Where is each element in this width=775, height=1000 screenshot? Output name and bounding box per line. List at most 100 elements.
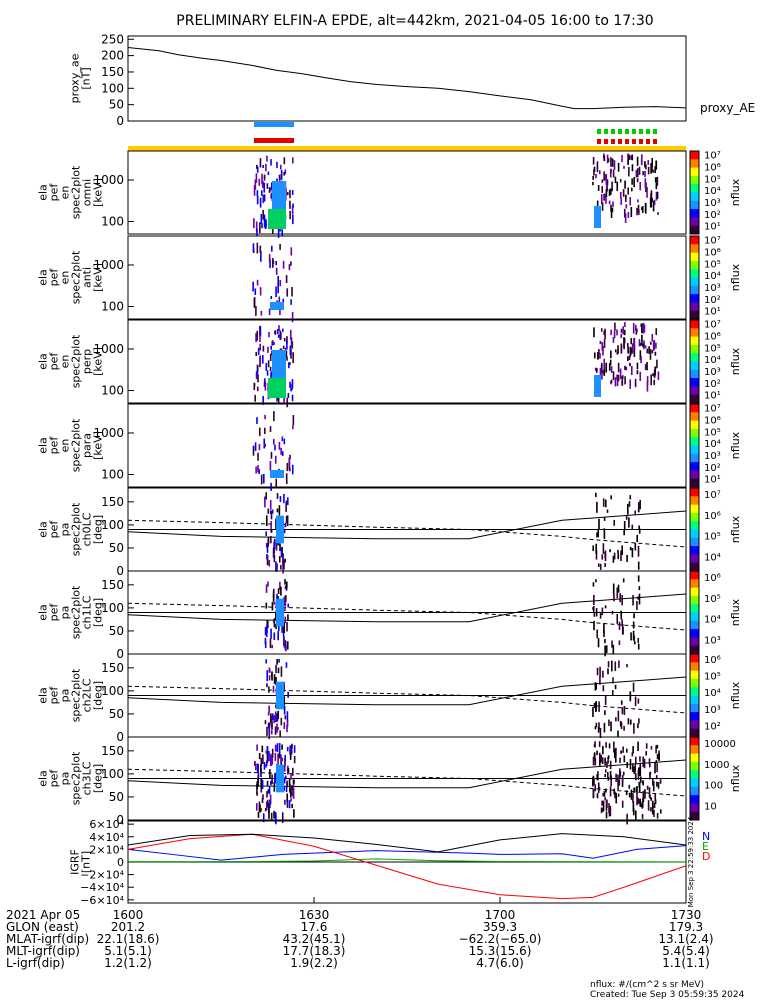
panel-ch2LC-colorbar-band	[690, 654, 699, 663]
panel-para-pixel	[288, 457, 291, 467]
panel-perp-pixel	[283, 338, 286, 342]
panel-ch0LC-pixel	[267, 508, 270, 514]
panel-omni-pixel	[256, 228, 258, 237]
panel-ch3LC-pixel	[270, 780, 272, 786]
panel-ch0LC-pixel	[602, 543, 605, 554]
footer-row-label: L-igrf(dip)	[6, 956, 65, 970]
panel-ch1LC-ylabel-line: ela	[37, 604, 50, 621]
science-zone-red-dot	[625, 139, 629, 144]
panel-omni-pixel	[283, 171, 285, 176]
panel-ch3LC-pixel	[635, 773, 637, 781]
panel-ch2LC-pixel	[623, 705, 626, 715]
panel-para-colorbar-label-text: nflux	[729, 431, 742, 459]
panel-ch2LC-pixel	[633, 723, 635, 734]
panel-omni-pixel	[612, 169, 615, 178]
panel-ch0LC-pixel	[283, 560, 285, 570]
panel-anti-colorbar-band	[690, 260, 699, 270]
panel-ch3LC-pixel	[617, 774, 619, 782]
panel-ch2LC-pixel	[614, 684, 617, 690]
panel-omni-pixel	[259, 222, 261, 233]
panel-omni-pixel	[596, 161, 599, 173]
panel-ch0LC-pixel	[275, 561, 277, 572]
panel-ch3LC-colorbar-label-text: nflux	[729, 764, 742, 792]
panel-ch3LC-pixel	[609, 760, 612, 770]
panel-para-pixel	[269, 460, 272, 472]
panel-ch2LC-pixel	[274, 726, 277, 735]
panel-ch3LC-pixel	[623, 755, 626, 763]
panel-ch2LC-pixel	[272, 685, 275, 693]
panel-perp-pixel	[289, 362, 291, 366]
panel-ch2LC-pixel	[629, 692, 632, 701]
panel-anti-pixel	[277, 283, 279, 294]
panel-ch3LC-pixel	[277, 753, 279, 765]
panel-omni-pixel	[627, 154, 629, 165]
panel-perp-pixel	[610, 366, 613, 373]
panel-omni-pixel	[639, 182, 642, 191]
panel-ch2LC-pixel	[276, 716, 278, 722]
panel-perp-pixel	[638, 339, 641, 347]
panel-omni-pixel	[270, 182, 273, 191]
panel-ch2LC-pixel	[277, 710, 279, 720]
panel-ch1LC-pixel	[285, 645, 287, 652]
panel-ch3LC-pixel	[651, 800, 654, 810]
panel-ch2LC-ylabel-line: spec2plot	[70, 668, 83, 722]
panel-ch2LC-pixel	[275, 664, 277, 674]
panel-ch0LC-pixel	[626, 554, 628, 562]
panel-perp-colorbar-band	[690, 394, 699, 404]
panel-anti-pixel	[290, 299, 292, 305]
panel-omni-colorbar-tick: 10⁴	[704, 186, 721, 197]
panel-ch2LC-colorbar-label: nflux	[729, 681, 742, 709]
panel-ch1LC-pixel	[630, 632, 632, 641]
panel-omni: 1000100elapefenspec2plotomni[keV]10⁷10⁶1…	[37, 150, 742, 238]
panel-ch3LC-pixel	[650, 797, 653, 801]
panel-ch3LC-pixel	[656, 763, 658, 773]
panel-ch1LC-pixel	[617, 584, 620, 589]
panel-ch3LC-pixel	[290, 744, 293, 755]
panel-omni-colorbar-label-text: nflux	[729, 178, 742, 206]
panel-ch3LC-pixel	[613, 741, 615, 753]
panel-omni-pixel	[627, 187, 629, 195]
panel-omni-pixel	[631, 164, 634, 172]
panel-omni-pixel	[656, 191, 659, 199]
panel-ch1LC-pixel	[605, 645, 608, 653]
panel-para-ylabel-line: en	[59, 439, 72, 453]
panel-ch0LC-pixel	[285, 503, 287, 512]
panel-omni-pixel	[262, 180, 264, 188]
panel-omni-pixel	[605, 174, 608, 185]
panel-para-pixel	[269, 426, 272, 432]
panel-omni-pixel	[622, 189, 625, 197]
panel-ch2LC-pixel	[608, 719, 610, 726]
panel-omni-frame	[127, 150, 687, 235]
panel-perp-pixel	[629, 379, 632, 389]
panel-ch0LC-pixel	[637, 561, 640, 570]
panel-para-pixel	[258, 443, 261, 451]
panel-perp-pixel	[629, 362, 631, 367]
panel-omni-pixel	[254, 179, 257, 190]
panel-ch2LC-pixel	[273, 674, 276, 684]
panel-anti-ylabel-line: en	[59, 271, 72, 285]
panel-omni-pixel	[624, 196, 627, 203]
panel-ch3LC-pixel	[634, 764, 636, 773]
panel-ch1LC-pixel	[264, 627, 267, 636]
panel-ch1LC-pixel	[286, 621, 288, 632]
panel-anti-pixel	[282, 298, 285, 303]
panel-omni-colorbar-band	[690, 192, 699, 202]
panel-perp-pixel	[657, 371, 660, 381]
panel-ch2LC-pixel	[595, 701, 597, 712]
panel-anti-pixel	[282, 260, 285, 269]
panel-ch0LC-pixel	[610, 495, 612, 500]
panel-ch1LC-ytick-label: 50	[109, 624, 124, 638]
igrf-legend-N: N	[702, 830, 710, 843]
panel-ch3LC-pixel	[256, 744, 258, 751]
panel-anti-colorbar-tick: 10³	[704, 283, 721, 294]
science-zone-red-dot	[597, 139, 601, 144]
panel-ch3LC-pixel	[637, 741, 639, 752]
panel-perp-colorbar-tick: 10⁷	[704, 320, 721, 331]
panel-ch2LC-pixel	[620, 700, 623, 705]
panel-perp-pixel	[598, 349, 600, 355]
panel-omni-pixel	[278, 174, 281, 179]
panel-para-pixel	[263, 438, 266, 449]
panel-ch3LC-colorbar-band	[690, 745, 699, 755]
panel-perp-pixel	[287, 392, 290, 398]
panel-omni-pixel	[655, 191, 658, 201]
